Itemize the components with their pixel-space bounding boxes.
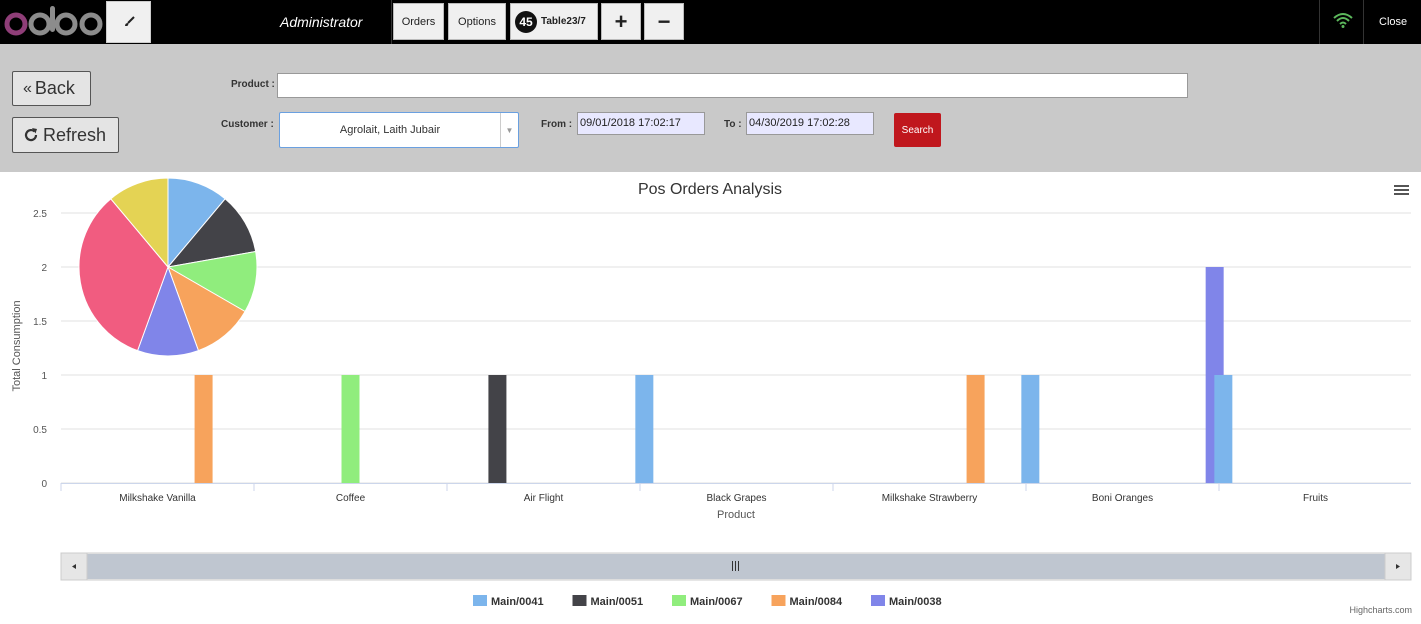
debug-brush-button[interactable] <box>106 1 151 43</box>
bar[interactable] <box>194 375 213 483</box>
divider <box>1363 0 1364 44</box>
from-date-input[interactable]: 09/01/2018 17:02:17 <box>577 112 705 135</box>
legend-swatch <box>871 595 885 606</box>
legend-label: Main/0051 <box>591 596 644 608</box>
customer-value: Agrolait, Laith Jubair <box>339 124 441 136</box>
x-tick-label: Air Flight <box>524 493 564 504</box>
top-bar: Administrator Orders Options 45 Table23/… <box>0 0 1421 44</box>
scroll-grip-icon[interactable] <box>732 561 739 571</box>
legend-item[interactable]: Main/0084 <box>771 595 843 608</box>
chevron-down-icon: ▼ <box>500 113 518 147</box>
to-label: To : <box>724 119 742 130</box>
context-menu-icon[interactable] <box>1394 185 1409 195</box>
user-name: Administrator <box>280 14 363 30</box>
legend-label: Main/0041 <box>491 596 544 608</box>
pie-chart <box>78 177 258 357</box>
refresh-button[interactable]: Refresh <box>12 117 119 153</box>
remove-order-button[interactable]: − <box>644 3 684 40</box>
product-input[interactable] <box>277 73 1188 98</box>
x-tick-label: Black Grapes <box>706 493 766 504</box>
x-tick-label: Fruits <box>1303 493 1328 504</box>
brush-icon <box>124 16 135 26</box>
to-date-input[interactable]: 04/30/2019 17:02:28 <box>746 112 874 135</box>
legend-item[interactable]: Main/0038 <box>871 595 942 608</box>
bar[interactable] <box>635 375 654 483</box>
scroll-left-button[interactable] <box>60 552 88 581</box>
pie-slice[interactable] <box>110 177 169 269</box>
double-chevron-left-icon: « <box>23 79 32 97</box>
y-tick-label: 0 <box>41 479 47 490</box>
x-axis-label: Product <box>717 509 755 521</box>
chart-title: Pos Orders Analysis <box>638 181 782 198</box>
refresh-icon <box>24 128 38 142</box>
bar[interactable] <box>1021 375 1040 483</box>
legend-swatch <box>473 595 487 606</box>
y-tick-label: 1 <box>41 371 47 382</box>
y-tick-label: 1.5 <box>33 317 47 328</box>
legend-label: Main/0067 <box>690 596 743 608</box>
y-tick-label: 2.5 <box>33 209 47 220</box>
x-tick-label: Coffee <box>336 493 366 504</box>
legend-item[interactable]: Main/0051 <box>572 595 644 608</box>
y-axis: 0 0.5 1 1.5 2 2.5 <box>33 209 47 490</box>
bars <box>194 267 1233 483</box>
y-tick-label: 2 <box>41 263 47 274</box>
bar[interactable] <box>488 375 507 483</box>
pie-slice[interactable] <box>78 198 169 352</box>
order-tab[interactable]: 45 Table23/7 <box>510 3 598 40</box>
y-tick-label: 0.5 <box>33 425 47 436</box>
product-label: Product : <box>231 79 275 90</box>
legend-label: Main/0084 <box>790 596 843 608</box>
add-order-button[interactable]: + <box>601 3 641 40</box>
close-button[interactable]: Close <box>1379 16 1408 28</box>
x-tick-label: Milkshake Strawberry <box>882 493 978 504</box>
odoo-logo <box>4 6 103 36</box>
filter-panel: « Back Refresh Product : Customer : Agro… <box>0 44 1421 172</box>
legend-swatch <box>672 595 686 606</box>
divider <box>1319 0 1320 44</box>
divider <box>391 0 392 44</box>
search-button[interactable]: Search <box>894 113 941 147</box>
bar[interactable] <box>1214 375 1233 483</box>
legend-label: Main/0038 <box>889 596 942 608</box>
highcharts-credit[interactable]: Highcharts.com <box>1349 605 1412 615</box>
customer-select[interactable]: Agrolait, Laith Jubair ▼ <box>279 112 519 148</box>
scroll-right-button[interactable] <box>1384 552 1412 581</box>
back-label: Back <box>34 78 75 98</box>
legend-swatch <box>572 595 587 606</box>
scrollbar[interactable] <box>60 552 1412 581</box>
order-name: Table23/7 <box>541 16 586 27</box>
bar[interactable] <box>341 375 360 483</box>
legend: Main/0041 Main/0051 Main/0067 Main/0084 Main… <box>473 595 942 608</box>
x-tick-label: Boni Oranges <box>1092 493 1153 504</box>
legend-item[interactable]: Main/0067 <box>672 595 743 608</box>
wifi-icon <box>1333 13 1353 28</box>
legend-item[interactable]: Main/0041 <box>473 595 544 608</box>
x-tick-label: Milkshake Vanilla <box>119 493 196 504</box>
refresh-label: Refresh <box>43 124 107 145</box>
legend-swatch <box>771 595 786 606</box>
bar[interactable] <box>966 375 985 483</box>
back-button[interactable]: « Back <box>12 71 91 106</box>
orders-button[interactable]: Orders <box>393 3 444 40</box>
order-number-badge: 45 <box>515 10 537 33</box>
from-label: From : <box>541 119 573 130</box>
chart-container: Pos Orders Analysis 0 0.5 1 1.5 2 2.5 Total C… <box>0 172 1421 619</box>
customer-label: Customer : <box>221 119 274 130</box>
x-axis: Milkshake Vanilla Coffee Air Flight Black G… <box>60 483 1411 504</box>
y-axis-label: Total Consumption <box>11 300 23 391</box>
options-button[interactable]: Options <box>448 3 506 40</box>
bar-chart: Pos Orders Analysis 0 0.5 1 1.5 2 2.5 Total C… <box>11 177 1412 608</box>
